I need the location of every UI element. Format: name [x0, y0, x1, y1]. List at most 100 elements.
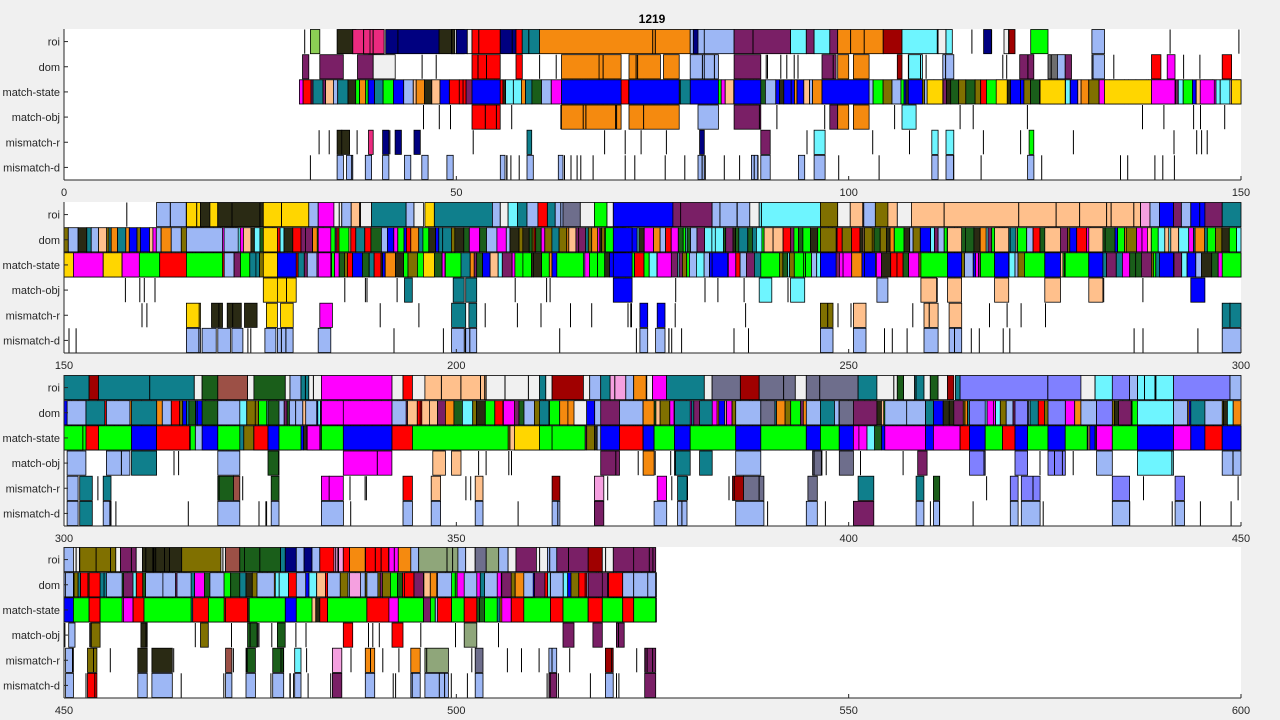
segment-mismatch-d: [225, 672, 233, 698]
x-tick-label: 350: [447, 533, 465, 545]
texture-bar: [525, 79, 533, 105]
segment-mismatch-r: [813, 129, 826, 155]
texture-bar: [1215, 79, 1221, 105]
texture-bar: [179, 400, 184, 426]
segment-dom: [663, 54, 680, 80]
texture-bar: [1206, 227, 1216, 253]
texture-bar: [1030, 79, 1040, 105]
segment-mismatch-d: [317, 327, 332, 353]
segment-match-state: [444, 252, 462, 278]
segment-dom: [267, 400, 280, 426]
segment-roi: [142, 547, 183, 573]
texture-bar: [659, 400, 671, 426]
segment-dom: [145, 572, 164, 598]
segment-match-state: [907, 79, 923, 105]
segment-match-obj: [66, 450, 87, 476]
segment-mismatch-r: [225, 647, 233, 673]
segment-match-state: [391, 425, 413, 451]
segment-dom: [633, 572, 649, 598]
texture-bar: [765, 79, 777, 105]
texture-bar: [1194, 227, 1206, 253]
segment-roi: [410, 547, 419, 573]
texture-bar: [1188, 227, 1194, 253]
segment-match-state: [1221, 252, 1242, 278]
segment-roi: [411, 375, 426, 401]
x-tick-label: 450: [55, 705, 73, 717]
texture-bar: [790, 227, 795, 253]
segment-dom: [925, 400, 934, 426]
segment-roi: [733, 29, 791, 55]
segment-match-state: [587, 597, 603, 623]
segment-roi: [465, 547, 476, 573]
segment-match-obj: [1137, 450, 1174, 476]
segment-mismatch-d: [217, 327, 231, 353]
segment-mismatch-r: [915, 475, 925, 501]
texture-bar: [739, 252, 747, 278]
texture-bar: [1157, 227, 1166, 253]
segment-roi: [385, 29, 440, 55]
segment-match-state: [1039, 79, 1066, 105]
texture-bar: [317, 400, 321, 426]
segment-dom: [647, 572, 656, 598]
texture-bar: [678, 252, 683, 278]
texture-bar: [812, 79, 823, 105]
texture-bar: [254, 400, 260, 426]
segment-roi: [903, 375, 915, 401]
texture-bar: [696, 252, 705, 278]
segment-dom: [1019, 54, 1035, 80]
segment-roi: [805, 29, 815, 55]
segment-mismatch-d: [270, 500, 280, 526]
segment-roi: [424, 375, 487, 401]
segment-roi: [1091, 29, 1105, 55]
segment-mismatch-d: [404, 154, 412, 180]
segment-match-state: [711, 252, 729, 278]
segment-roi: [284, 375, 291, 401]
segment-dom: [176, 572, 192, 598]
segment-dom: [320, 400, 344, 426]
segment-roi: [209, 202, 219, 228]
segment-match-state: [484, 597, 498, 623]
segment-match-state: [633, 597, 657, 623]
segment-mismatch-r: [605, 647, 614, 673]
texture-bar: [1201, 252, 1213, 278]
texture-bar: [303, 252, 308, 278]
texture-bar: [872, 79, 884, 105]
row-label-match-obj: match-obj: [12, 458, 60, 470]
texture-bar: [790, 400, 802, 426]
segment-mismatch-r: [853, 302, 867, 328]
texture-bar: [86, 227, 92, 253]
segment-match-state: [760, 425, 807, 451]
texture-bar: [325, 79, 334, 105]
texture-bar: [690, 227, 698, 253]
segment-mismatch-d: [655, 327, 666, 353]
segment-roi: [485, 547, 500, 573]
segment-match-state: [278, 425, 302, 451]
segment-match-obj: [674, 450, 691, 476]
segment-mismatch-r: [331, 647, 343, 673]
texture-bar: [950, 79, 960, 105]
segment-match-obj: [829, 104, 838, 130]
segment-match-state: [1173, 425, 1192, 451]
texture-bar: [859, 227, 864, 253]
segment-match-state: [1064, 425, 1088, 451]
segment-match-obj: [735, 450, 762, 476]
row-label-roi: roi: [48, 37, 60, 49]
segment-mismatch-d: [1009, 500, 1019, 526]
segment-mismatch-d: [923, 327, 939, 353]
segment-mismatch-d: [1111, 500, 1131, 526]
texture-bar: [438, 227, 444, 253]
x-tick-label: 600: [1232, 705, 1250, 717]
segment-dom: [85, 400, 106, 426]
texture-bar: [782, 252, 789, 278]
segment-roi: [1204, 202, 1223, 228]
texture-bar: [182, 400, 187, 426]
segment-roi: [371, 202, 407, 228]
segment-dom: [162, 572, 176, 598]
segment-roi: [545, 375, 553, 401]
segment-mismatch-r: [945, 129, 955, 155]
segment-match-state: [73, 597, 90, 623]
segment-match-obj: [562, 622, 575, 648]
chart-title: 1219: [639, 12, 666, 26]
texture-bar: [223, 572, 232, 598]
texture-bar: [718, 400, 726, 426]
